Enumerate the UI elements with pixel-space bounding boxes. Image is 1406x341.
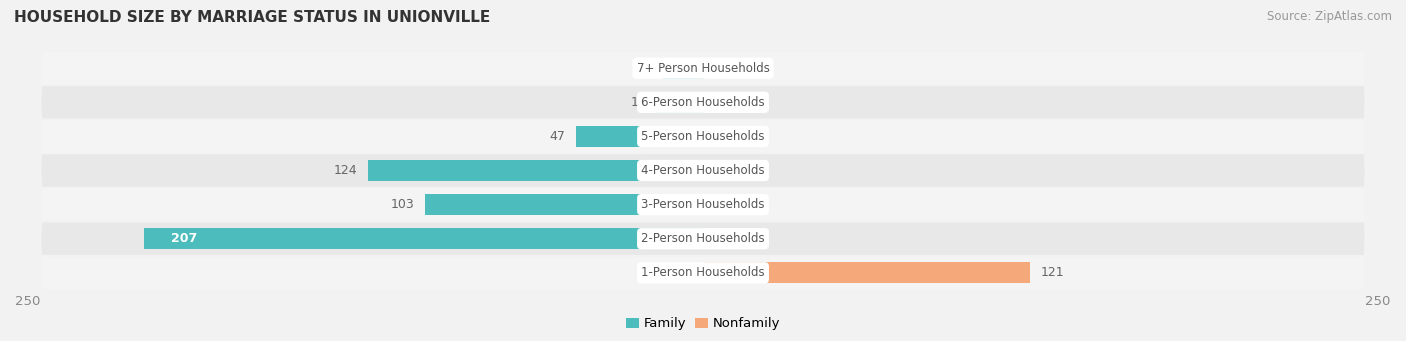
Text: 47: 47 bbox=[550, 130, 565, 143]
Text: Source: ZipAtlas.com: Source: ZipAtlas.com bbox=[1267, 10, 1392, 23]
FancyBboxPatch shape bbox=[42, 120, 1364, 153]
FancyBboxPatch shape bbox=[42, 189, 1364, 221]
Text: 121: 121 bbox=[1040, 266, 1064, 279]
Text: 103: 103 bbox=[391, 198, 415, 211]
FancyBboxPatch shape bbox=[42, 154, 1364, 187]
Legend: Family, Nonfamily: Family, Nonfamily bbox=[620, 312, 786, 336]
Bar bbox=[145, 228, 703, 249]
Text: 0: 0 bbox=[717, 130, 724, 143]
Bar bbox=[576, 126, 703, 147]
Text: 7+ Person Households: 7+ Person Households bbox=[637, 62, 769, 75]
Text: 4-Person Households: 4-Person Households bbox=[641, 164, 765, 177]
Text: 0: 0 bbox=[717, 198, 724, 211]
Bar bbox=[703, 58, 706, 79]
Bar bbox=[368, 160, 703, 181]
Text: 5-Person Households: 5-Person Households bbox=[641, 130, 765, 143]
Bar bbox=[703, 126, 706, 147]
FancyBboxPatch shape bbox=[42, 52, 1364, 85]
Text: 6-Person Households: 6-Person Households bbox=[641, 96, 765, 109]
Text: 124: 124 bbox=[333, 164, 357, 177]
Bar bbox=[657, 92, 703, 113]
Text: 207: 207 bbox=[172, 232, 197, 245]
Bar bbox=[703, 92, 706, 113]
Text: 0: 0 bbox=[717, 62, 724, 75]
FancyBboxPatch shape bbox=[42, 223, 1364, 255]
FancyBboxPatch shape bbox=[42, 86, 1364, 119]
Text: 15: 15 bbox=[636, 62, 652, 75]
Text: 0: 0 bbox=[717, 164, 724, 177]
Bar bbox=[703, 160, 706, 181]
Bar bbox=[703, 262, 1029, 283]
Bar bbox=[425, 194, 703, 215]
Bar bbox=[662, 58, 703, 79]
Text: 17: 17 bbox=[630, 96, 647, 109]
Text: 0: 0 bbox=[717, 232, 724, 245]
Text: 3-Person Households: 3-Person Households bbox=[641, 198, 765, 211]
Bar bbox=[703, 228, 706, 249]
FancyBboxPatch shape bbox=[42, 257, 1364, 289]
Bar bbox=[703, 194, 706, 215]
Text: HOUSEHOLD SIZE BY MARRIAGE STATUS IN UNIONVILLE: HOUSEHOLD SIZE BY MARRIAGE STATUS IN UNI… bbox=[14, 10, 491, 25]
Text: 0: 0 bbox=[717, 96, 724, 109]
Text: 1-Person Households: 1-Person Households bbox=[641, 266, 765, 279]
Text: 2-Person Households: 2-Person Households bbox=[641, 232, 765, 245]
